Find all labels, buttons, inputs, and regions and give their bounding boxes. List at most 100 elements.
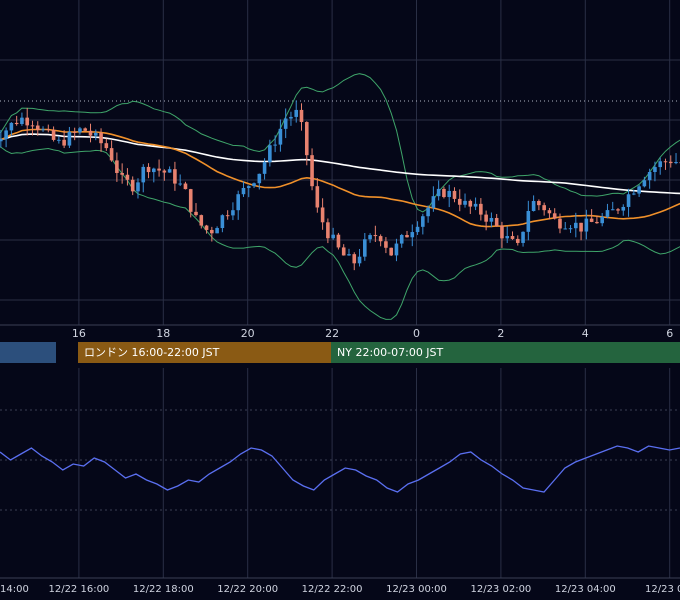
candle-body [363, 239, 367, 257]
candle-body [146, 166, 151, 173]
candle-body [373, 235, 378, 237]
candle-body [421, 216, 425, 227]
candle-body [30, 125, 35, 127]
candle-body [515, 238, 520, 243]
price-x-tick-label: 20 [240, 327, 255, 340]
price-x-tick-label: 0 [413, 327, 420, 340]
candle-body [210, 229, 214, 234]
candle-body [0, 139, 3, 142]
candle-body [674, 162, 678, 164]
price-x-tick-label: 4 [581, 327, 589, 340]
candle-body [431, 196, 436, 208]
candle-body [136, 182, 140, 192]
candle-body [500, 225, 504, 239]
candle-body [231, 210, 235, 216]
candle-body [568, 228, 573, 230]
candle-body [452, 190, 457, 199]
candle-body [9, 122, 14, 131]
candle-body [384, 241, 388, 248]
oscillator-pane [0, 445, 680, 493]
session-band-tokyo [0, 342, 56, 363]
oscillator-line [0, 445, 680, 493]
candle-body [57, 139, 61, 141]
candle-body [415, 226, 420, 233]
candle-body [399, 234, 404, 244]
candle-body [268, 145, 272, 163]
candle-body [552, 213, 557, 219]
candle-body [88, 130, 93, 136]
candle-body [120, 172, 124, 175]
candle-body [294, 109, 299, 117]
price-x-tick-label: 2 [497, 327, 505, 340]
candle-body [563, 228, 568, 230]
candle-body [99, 132, 103, 144]
candle-body [173, 169, 177, 184]
candle-body [494, 217, 499, 226]
candle-body [410, 232, 415, 238]
candle-body [67, 131, 72, 146]
bollinger-lower-band [0, 146, 680, 320]
candles [0, 100, 680, 271]
candle-body [595, 221, 599, 224]
candle-body [336, 234, 341, 248]
candle-body [236, 194, 241, 211]
candle-body [341, 247, 346, 256]
candle-body [246, 186, 251, 188]
candle-body [315, 186, 320, 208]
candle-body [241, 187, 246, 195]
candle-body [347, 254, 351, 256]
candle-body [574, 222, 578, 229]
candle-body [125, 174, 130, 180]
candle-body [204, 225, 209, 230]
candle-body [252, 183, 256, 187]
candle-body [130, 179, 135, 192]
candle-body [447, 190, 452, 198]
candle-body [304, 122, 309, 156]
candle-body [605, 210, 610, 217]
candle-body [104, 143, 109, 149]
candle-body [653, 167, 657, 173]
price-x-tick-label: 22 [325, 327, 340, 340]
candle-body [668, 161, 673, 164]
candle-body [225, 215, 230, 217]
candle-body [257, 173, 262, 184]
candle-body [62, 139, 66, 146]
time-axis-tick-label: 12/23 04:00 [554, 584, 616, 595]
candle-body [109, 148, 114, 161]
candle-body [14, 122, 19, 125]
candle-body [310, 155, 314, 187]
candle-body [479, 203, 483, 215]
candle-body [299, 109, 304, 123]
price-x-tick-label: 16 [71, 327, 86, 340]
candle-body [188, 189, 193, 212]
candle-body [199, 215, 204, 226]
candle-body [632, 193, 636, 195]
candle-body [473, 203, 478, 207]
time-axis-tick-label: 14:00 [0, 584, 29, 595]
candle-body [642, 180, 647, 187]
candle-body [457, 198, 462, 205]
time-axis-tick-label: 12/23 06:00 [645, 584, 680, 595]
candle-body [289, 116, 293, 119]
candle-body [278, 128, 283, 145]
price-grid [0, 0, 680, 326]
candle-body [436, 188, 441, 197]
candle-body [463, 200, 467, 205]
candle-body [320, 207, 325, 223]
oscillator-grid [0, 368, 680, 579]
time-axis-tick-label: 12/23 00:00 [386, 584, 447, 595]
candle-body [663, 161, 668, 163]
candle-body [547, 210, 552, 214]
candle-body [405, 234, 409, 238]
candle-body [394, 243, 399, 256]
candle-body [526, 210, 531, 232]
candle-body [579, 222, 583, 232]
candle-body [51, 129, 56, 140]
candle-body [141, 166, 146, 183]
candle-body [167, 169, 172, 173]
price-x-tick-label: 18 [156, 327, 171, 340]
candle-body [326, 222, 330, 239]
candle-body [93, 132, 98, 136]
candle-body [537, 201, 541, 206]
